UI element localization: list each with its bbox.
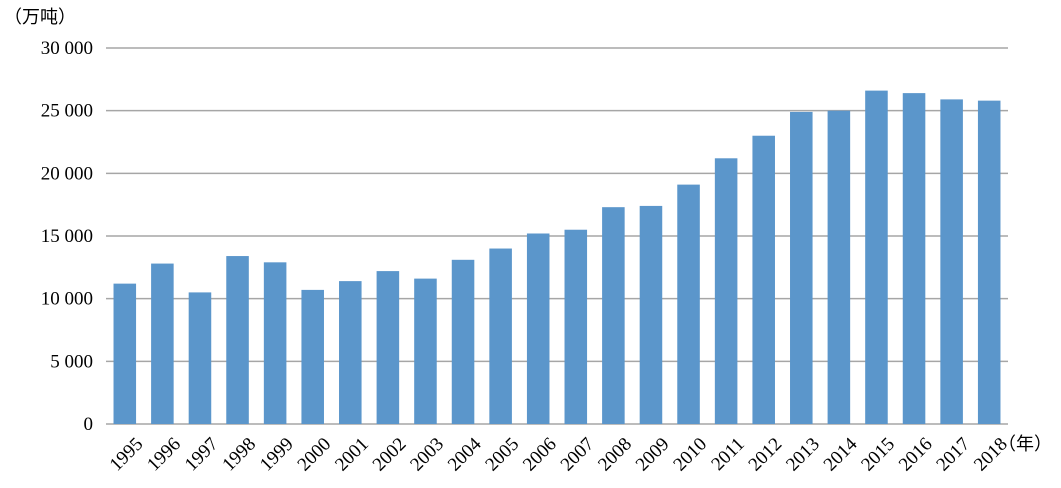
bar-2016 bbox=[902, 93, 926, 425]
x-tick-label: 2005 bbox=[481, 434, 523, 476]
x-tick-label: 2001 bbox=[331, 434, 373, 476]
bars bbox=[113, 90, 1001, 425]
bar-2012 bbox=[752, 135, 775, 424]
x-axis-ticks: 1995199619971998199920002001200220032004… bbox=[106, 433, 1012, 475]
x-tick-label: 2013 bbox=[782, 434, 824, 476]
x-tick-label: 1997 bbox=[181, 434, 223, 476]
y-tick-label: 15 000 bbox=[41, 226, 93, 247]
x-tick-label: 2007 bbox=[557, 434, 599, 476]
x-tick-label: 1999 bbox=[256, 434, 298, 476]
bar-1995 bbox=[113, 283, 137, 424]
x-tick-label: 1995 bbox=[106, 434, 148, 476]
y-tick-label: 20 000 bbox=[41, 163, 93, 184]
y-axis-ticks: 0 5 000 10 000 15 000 20 000 25 000 30 000 bbox=[41, 38, 93, 435]
bar-2009 bbox=[639, 205, 663, 424]
x-tick-label: 2016 bbox=[895, 434, 937, 476]
bar-2007 bbox=[564, 229, 588, 424]
bar-1998 bbox=[226, 256, 249, 424]
bar-2002 bbox=[376, 271, 400, 424]
x-tick-label: 2012 bbox=[745, 434, 787, 476]
bar-2018 bbox=[977, 100, 1001, 424]
x-tick-label: 2008 bbox=[594, 434, 636, 476]
bar-2003 bbox=[414, 278, 437, 424]
bar-2015 bbox=[865, 90, 888, 424]
x-tick-label: 2014 bbox=[820, 433, 862, 475]
bar-2005 bbox=[489, 248, 512, 424]
bar-2010 bbox=[677, 184, 700, 424]
bar-2006 bbox=[526, 233, 550, 424]
y-tick-label: 25 000 bbox=[41, 101, 93, 122]
y-tick-label: 5 000 bbox=[50, 351, 93, 372]
x-tick-label: 2009 bbox=[632, 434, 674, 476]
bar-2014 bbox=[827, 110, 851, 425]
bar-2001 bbox=[339, 281, 362, 424]
bar-2011 bbox=[714, 158, 738, 424]
bar-1996 bbox=[151, 263, 174, 424]
bar-2008 bbox=[602, 207, 625, 424]
x-tick-label: 1998 bbox=[218, 434, 260, 476]
x-tick-label: 2004 bbox=[444, 433, 486, 475]
x-tick-label: 2017 bbox=[932, 434, 974, 476]
bar-1997 bbox=[188, 292, 212, 424]
bar-2017 bbox=[940, 99, 963, 425]
x-tick-label: 2000 bbox=[294, 434, 336, 476]
bar-2000 bbox=[301, 289, 324, 424]
x-tick-label: 1996 bbox=[143, 434, 185, 476]
y-tick-label: 30 000 bbox=[41, 38, 93, 59]
y-tick-label: 0 bbox=[84, 414, 94, 435]
x-axis-unit-label: （年） bbox=[998, 434, 1052, 455]
x-tick-label: 2003 bbox=[406, 434, 448, 476]
y-tick-label: 10 000 bbox=[41, 289, 93, 310]
bar-1999 bbox=[263, 262, 287, 424]
x-tick-label: 2002 bbox=[369, 434, 411, 476]
bar-2013 bbox=[790, 111, 813, 425]
y-axis-unit-label: （万吨） bbox=[4, 7, 76, 28]
bar-2004 bbox=[451, 259, 475, 424]
x-tick-label: 2011 bbox=[707, 434, 748, 475]
gridlines bbox=[106, 47, 1008, 425]
x-tick-label: 2006 bbox=[519, 434, 561, 476]
x-tick-label: 2015 bbox=[857, 434, 899, 476]
x-tick-label: 2010 bbox=[669, 434, 711, 476]
